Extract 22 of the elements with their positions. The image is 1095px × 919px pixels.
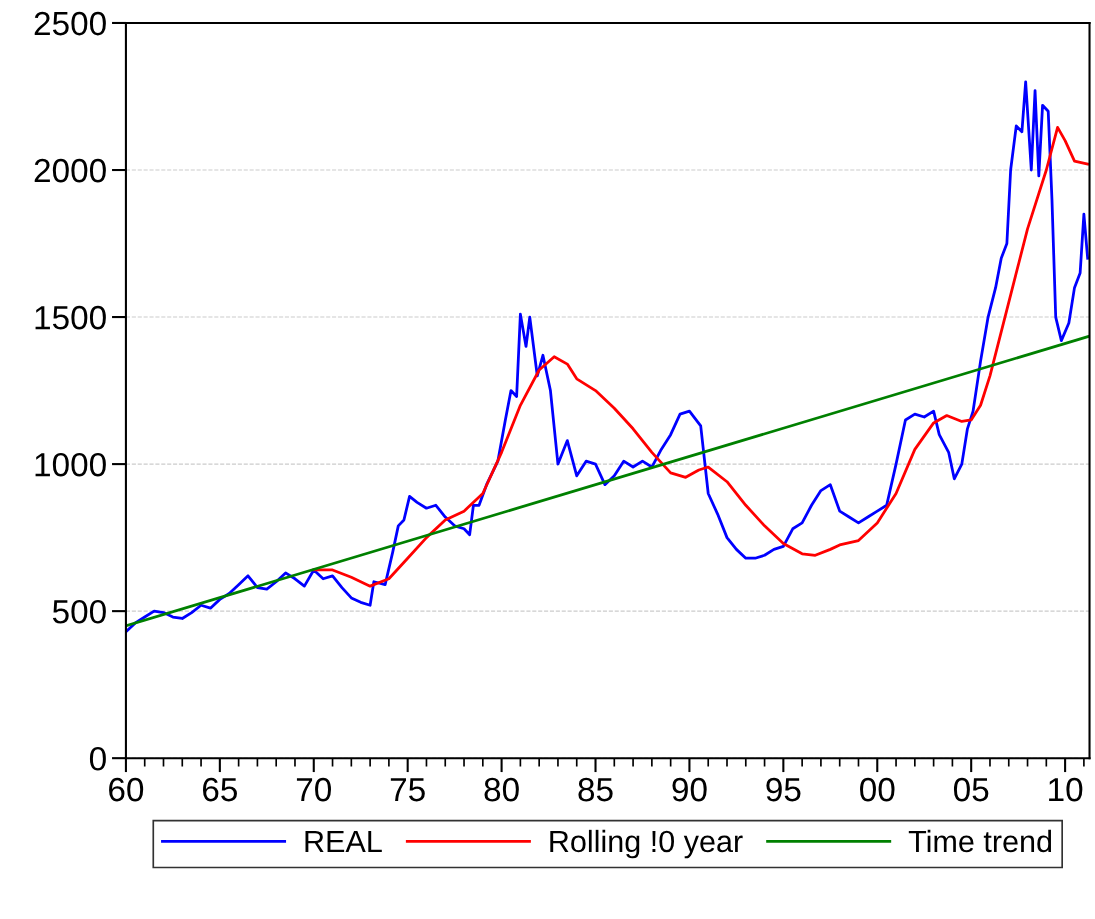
y-tick-label: 2500 <box>34 11 106 36</box>
x-tick-label: 60 <box>109 777 144 802</box>
y-tick-label: 1000 <box>35 452 106 477</box>
x-tick-label: 65 <box>203 777 237 802</box>
y-tick-label: 2000 <box>34 158 106 183</box>
x-tick-label: 85 <box>578 777 613 802</box>
x-tick-label: 75 <box>390 778 425 802</box>
legend-label: Rolling !0 year <box>550 829 743 859</box>
legend-label: REAL <box>305 830 382 852</box>
y-tick-label: 0 <box>89 746 106 771</box>
x-tick-label: 10 <box>1049 777 1083 802</box>
y-tick-label: 1500 <box>35 305 106 330</box>
x-tick-label: 95 <box>766 777 801 802</box>
y-tick-label: 500 <box>52 599 106 624</box>
line-series <box>312 125 1090 588</box>
x-tick-label: 80 <box>484 777 519 802</box>
x-tick-label: 05 <box>953 777 989 802</box>
line-series <box>125 80 1090 634</box>
x-tick-label: 00 <box>860 777 895 802</box>
x-tick-label: 90 <box>672 777 707 802</box>
x-tick-label: 70 <box>296 777 331 802</box>
legend-label: Time trend <box>908 829 1052 853</box>
